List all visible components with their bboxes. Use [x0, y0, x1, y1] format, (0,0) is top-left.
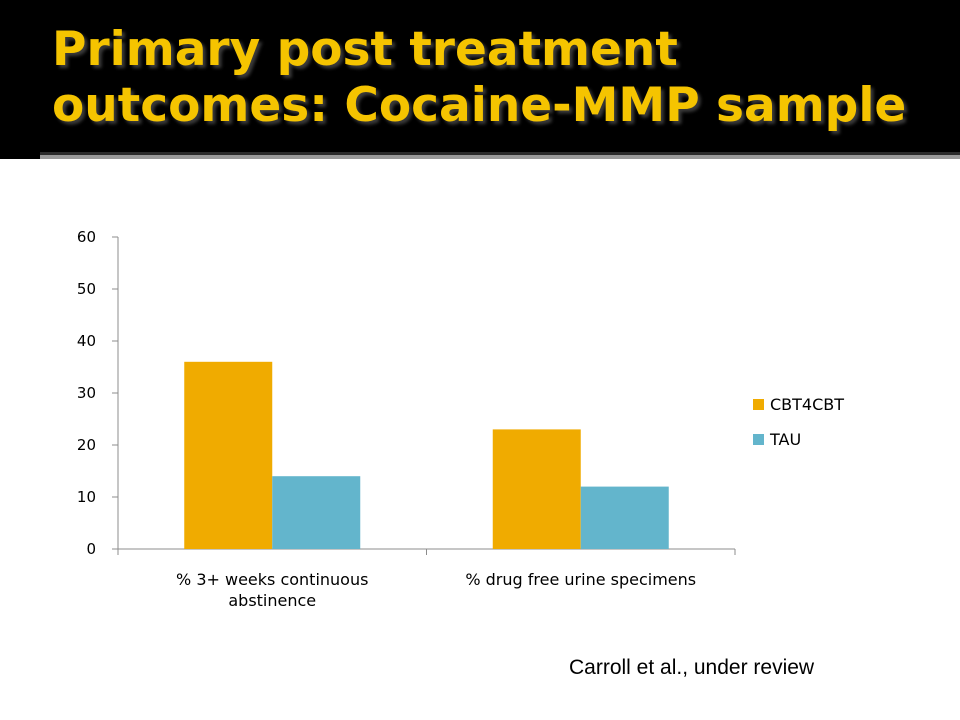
y-tick-label: 30	[77, 384, 96, 402]
bar-tau-1	[272, 476, 361, 549]
bar-cbt4cbt-2	[492, 429, 581, 549]
slide-title-line-1: Primary post treatment	[52, 22, 678, 77]
slide-title: Primary post treatment outcomes: Cocaine…	[52, 22, 942, 134]
y-tick-label: 60	[77, 228, 96, 246]
slide-title-line-2: outcomes: Cocaine-MMP sample	[52, 78, 907, 133]
x-axis: % 3+ weeks continuous abstinence % drug fr…	[117, 548, 736, 610]
bar-cbt4cbt-1	[184, 361, 273, 549]
x-category-label: % drug free urine specimens	[465, 570, 696, 589]
bar-tau-2	[580, 486, 669, 549]
bars	[184, 361, 669, 549]
y-tick-label: 20	[77, 436, 96, 454]
legend: CBT4CBT TAU	[753, 395, 844, 449]
legend-label-cbt4cbt: CBT4CBT	[770, 395, 844, 414]
x-category-label-line: % 3+ weeks continuous	[176, 570, 368, 589]
title-divider-dark	[40, 152, 960, 155]
legend-label-tau: TAU	[769, 430, 801, 449]
bar-chart: 0 10 20 30 40 50 60 % 3+ weeks continuous absti…	[77, 228, 844, 610]
legend-swatch-tau	[753, 434, 764, 445]
x-category-label-line: abstinence	[228, 591, 316, 610]
y-tick-label: 10	[77, 488, 96, 506]
content-panel	[0, 159, 960, 720]
y-tick-label: 0	[86, 540, 96, 558]
title-divider-light	[40, 155, 960, 159]
citation: Carroll et al., under review	[569, 656, 815, 679]
y-tick-label: 40	[77, 332, 96, 350]
y-axis: 0 10 20 30 40 50 60	[77, 228, 119, 558]
legend-swatch-cbt4cbt	[753, 399, 764, 410]
x-category-label-line: % drug free urine specimens	[465, 570, 696, 589]
y-tick-label: 50	[77, 280, 96, 298]
x-category-label: % 3+ weeks continuous abstinence	[176, 570, 368, 610]
